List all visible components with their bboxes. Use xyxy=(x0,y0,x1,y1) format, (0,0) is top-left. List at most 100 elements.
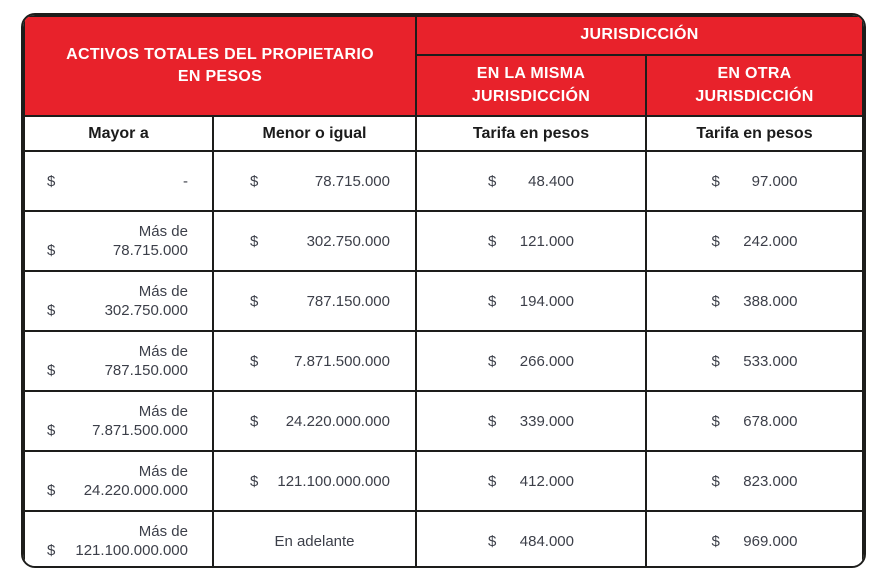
menor-value: 302.750.000 xyxy=(306,232,390,250)
mayor-cell: $ - xyxy=(23,150,214,212)
table-row: Más de $ 7.871.500.000 $ 24.220.000.000 … xyxy=(23,390,864,452)
header-row-sub: EN LA MISMA JURISDICCIÓN EN OTRA JURISDI… xyxy=(24,54,864,117)
tarifa-other-cell: $ 242.000 xyxy=(645,210,864,272)
currency-symbol: $ xyxy=(488,472,497,490)
tarifa-same-value: 194.000 xyxy=(519,292,574,310)
tarifa-other-cell: $ 969.000 xyxy=(645,510,864,566)
currency-symbol: $ xyxy=(711,532,720,550)
currency-symbol: $ xyxy=(47,242,56,259)
tarifa-other-cell: $ 388.000 xyxy=(645,270,864,332)
menor-cell: $ 7.871.500.000 xyxy=(212,330,417,392)
threshold-prefix: Más de xyxy=(138,403,188,420)
currency-symbol: $ xyxy=(47,362,56,379)
mayor-cell: Más de $ 24.220.000.000 xyxy=(23,450,214,512)
currency-symbol: $ xyxy=(47,172,56,190)
mayor-value: - xyxy=(183,172,188,190)
menor-value: 121.100.000.000 xyxy=(277,472,390,490)
mayor-cell: Más de $ 787.150.000 xyxy=(23,330,214,392)
menor-open-ended-label: En adelante xyxy=(274,532,355,550)
currency-symbol: $ xyxy=(488,412,497,430)
col-header-menor: Menor o igual xyxy=(212,115,417,152)
tarifa-other-cell: $ 823.000 xyxy=(645,450,864,512)
menor-value: 78.715.000 xyxy=(314,172,390,190)
mayor-value: 121.100.000.000 xyxy=(75,542,188,559)
threshold-prefix: Más de xyxy=(138,343,188,360)
menor-value: 787.150.000 xyxy=(306,292,390,310)
currency-symbol: $ xyxy=(711,412,720,430)
tarifa-same-cell: $ 48.400 xyxy=(415,150,647,212)
same-jurisdiction-header: EN LA MISMA JURISDICCIÓN xyxy=(415,54,647,117)
tarifa-same-cell: $ 266.000 xyxy=(415,330,647,392)
tarifa-other-value: 678.000 xyxy=(743,412,798,430)
mayor-cell: Más de $ 78.715.000 xyxy=(23,210,214,272)
tarifa-other-value: 969.000 xyxy=(743,532,798,550)
currency-symbol: $ xyxy=(488,292,497,310)
tarifa-other-value: 533.000 xyxy=(743,352,798,370)
tarifa-other-cell: $ 97.000 xyxy=(645,150,864,212)
currency-symbol: $ xyxy=(711,472,720,490)
threshold-prefix: Más de xyxy=(138,223,188,240)
threshold-prefix: Más de xyxy=(138,283,188,300)
currency-symbol: $ xyxy=(250,172,259,190)
menor-value: 7.871.500.000 xyxy=(294,352,390,370)
menor-value: 24.220.000.000 xyxy=(285,412,390,430)
tarifa-same-cell: $ 484.000 xyxy=(415,510,647,566)
currency-symbol: $ xyxy=(250,352,259,370)
threshold-prefix: Más de xyxy=(138,523,188,540)
menor-cell: $ 78.715.000 xyxy=(212,150,417,212)
other-jurisdiction-header: EN OTRA JURISDICCIÓN xyxy=(645,54,864,117)
tarifa-same-value: 266.000 xyxy=(519,352,574,370)
table-row: $ - $ 78.715.000 $ 48.400 $ 97.000 xyxy=(23,150,864,212)
currency-symbol: $ xyxy=(250,412,259,430)
mayor-value: 7.871.500.000 xyxy=(92,422,188,439)
mayor-value: 78.715.000 xyxy=(112,242,188,259)
menor-cell: $ 787.150.000 xyxy=(212,270,417,332)
mayor-value: 302.750.000 xyxy=(104,302,188,319)
tarifa-same-value: 121.000 xyxy=(519,232,574,250)
tarifa-other-cell: $ 678.000 xyxy=(645,390,864,452)
col-header-tarifa-other: Tarifa en pesos xyxy=(645,115,864,152)
tarifa-same-value: 412.000 xyxy=(519,472,574,490)
currency-symbol: $ xyxy=(488,172,497,190)
table-row: Más de $ 302.750.000 $ 787.150.000 $ 194… xyxy=(23,270,864,332)
tarifa-other-value: 242.000 xyxy=(743,232,798,250)
currency-symbol: $ xyxy=(47,302,56,319)
tarifa-same-value: 48.400 xyxy=(528,172,574,190)
currency-symbol: $ xyxy=(711,292,720,310)
table-row: Más de $ 78.715.000 $ 302.750.000 $ 121.… xyxy=(23,210,864,272)
tariff-table: ACTIVOS TOTALES DEL PROPIETARIO EN PESOS… xyxy=(21,13,866,568)
currency-symbol: $ xyxy=(711,352,720,370)
currency-symbol: $ xyxy=(711,232,720,250)
tarifa-other-value: 823.000 xyxy=(743,472,798,490)
assets-header: ACTIVOS TOTALES DEL PROPIETARIO EN PESOS xyxy=(23,15,417,117)
threshold-prefix: Más de xyxy=(138,463,188,480)
jurisdiction-header: JURISDICCIÓN xyxy=(415,15,864,56)
mayor-value: 24.220.000.000 xyxy=(83,482,188,499)
table-row: Más de $ 121.100.000.000 En adelante $ 4… xyxy=(23,510,864,566)
mayor-cell: Más de $ 7.871.500.000 xyxy=(23,390,214,452)
tarifa-same-cell: $ 194.000 xyxy=(415,270,647,332)
currency-symbol: $ xyxy=(250,472,259,490)
currency-symbol: $ xyxy=(711,172,720,190)
tarifa-other-value: 97.000 xyxy=(751,172,798,190)
menor-cell: En adelante xyxy=(212,510,417,566)
mayor-value: 787.150.000 xyxy=(104,362,188,379)
currency-symbol: $ xyxy=(47,422,56,439)
tarifa-same-value: 339.000 xyxy=(519,412,574,430)
tarifa-same-cell: $ 339.000 xyxy=(415,390,647,452)
mayor-cell: Más de $ 121.100.000.000 xyxy=(23,510,214,566)
table-row: Más de $ 24.220.000.000 $ 121.100.000.00… xyxy=(23,450,864,512)
menor-cell: $ 302.750.000 xyxy=(212,210,417,272)
menor-cell: $ 24.220.000.000 xyxy=(212,390,417,452)
currency-symbol: $ xyxy=(47,542,56,559)
tarifa-other-cell: $ 533.000 xyxy=(645,330,864,392)
tarifa-same-cell: $ 121.000 xyxy=(415,210,647,272)
mayor-cell: Más de $ 302.750.000 xyxy=(23,270,214,332)
column-label-row: Mayor a Menor o igual Tarifa en pesos Ta… xyxy=(23,115,864,152)
currency-symbol: $ xyxy=(47,482,56,499)
currency-symbol: $ xyxy=(488,532,497,550)
table-row: Más de $ 787.150.000 $ 7.871.500.000 $ 2… xyxy=(23,330,864,392)
tarifa-same-value: 484.000 xyxy=(519,532,574,550)
currency-symbol: $ xyxy=(250,232,259,250)
tarifa-same-cell: $ 412.000 xyxy=(415,450,647,512)
